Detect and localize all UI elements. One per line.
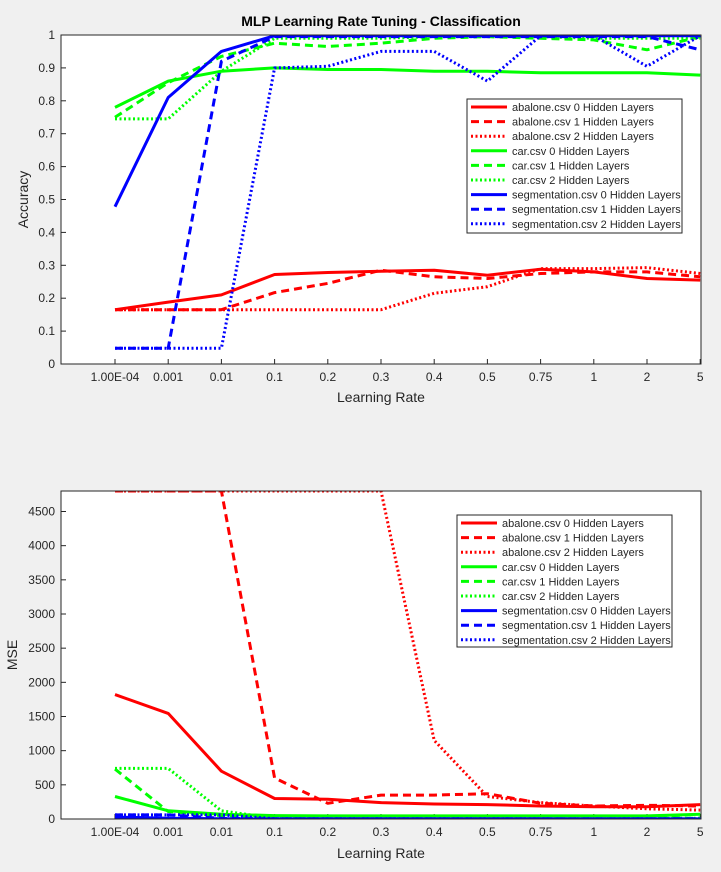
accuracy-xtick-label: 0.75 [529,370,553,384]
mse-xtick-label: 0.1 [266,825,283,839]
mse-legend-label: abalone.csv 0 Hidden Layers [502,518,644,530]
accuracy-legend: abalone.csv 0 Hidden Layers abalone.csv 1… [466,98,683,234]
accuracy-series-layer [113,35,701,350]
mse-legend-label: segmentation.csv 0 Hidden Layers [502,606,671,618]
mse-legend-label: abalone.csv 2 Hidden Layers [502,547,644,559]
accuracy-ytick-label: 0.2 [38,291,55,305]
mse-xlabel: Learning Rate [337,845,425,861]
mse-xtick-label: 5 [697,825,704,839]
accuracy-ytick-label: 0.4 [38,225,55,239]
mse-xtick-label: 0.001 [153,825,183,839]
mse-xtick-label: 1.00E-04 [91,825,140,839]
accuracy-axes-box [60,34,702,365]
accuracy-legend-label: abalone.csv 0 Hidden Layers [512,102,654,114]
accuracy-legend-label: segmentation.csv 0 Hidden Layers [512,190,681,202]
accuracy-legend-label: segmentation.csv 2 Hidden Layers [512,219,681,231]
accuracy-xtick-label: 5 [697,370,704,384]
mse-ytick-label: 4500 [28,505,55,519]
accuracy-ytick-label: 0.7 [38,127,55,141]
accuracy-series-line-1 [115,268,701,312]
mse-legend-label: segmentation.csv 1 Hidden Layers [502,620,671,632]
mse-ylabel: MSE [4,640,20,670]
accuracy-chart: MLP Learning Rate Tuning - Classificatio… [15,13,704,405]
accuracy-xtick-label: 1.00E-04 [91,370,140,384]
accuracy-ytick-label: 0 [48,357,55,371]
accuracy-legend-label: abalone.csv 2 Hidden Layers [512,131,654,143]
accuracy-series-line-2 [115,266,701,312]
mse-ytick-label: 3000 [28,607,55,621]
accuracy-xtick-label: 0.2 [319,370,336,384]
mse-ytick-label: 500 [35,778,55,792]
mse-series-line-1 [115,491,701,808]
accuracy-legend-label: car.csv 1 Hidden Layers [512,160,630,172]
mse-ytick-label: 1500 [28,710,55,724]
mse-legend-label: abalone.csv 1 Hidden Layers [502,533,644,545]
accuracy-chart-title: MLP Learning Rate Tuning - Classificatio… [241,13,521,29]
mse-xtick-label: 0.2 [319,825,336,839]
accuracy-xtick-label: 0.1 [266,370,283,384]
mse-ytick-label: 2500 [28,641,55,655]
accuracy-xtick-label: 2 [644,370,651,384]
mse-ytick-label: 0 [48,812,55,826]
mse-legend-label: car.csv 0 Hidden Layers [502,562,620,574]
mse-xtick-label: 2 [644,825,651,839]
accuracy-ytick-label: 0.5 [38,193,55,207]
mse-xtick-label: 0.01 [210,825,234,839]
accuracy-ytick-label: 0.8 [38,94,55,108]
accuracy-xtick-label: 0.3 [373,370,390,384]
mse-xtick-label: 0.4 [426,825,443,839]
accuracy-series-line-0 [114,267,701,312]
mse-legend: abalone.csv 0 Hidden Layers abalone.csv 1… [456,514,673,648]
accuracy-series-line-7 [115,35,701,350]
mse-xtick-label: 0.3 [373,825,390,839]
mse-legend-label: segmentation.csv 2 Hidden Layers [502,635,671,647]
mse-chart: 0 500 1000 1500 2000 2500 3000 3500 4000 4500 1.0… [4,490,704,861]
accuracy-ytick-label: 0.3 [38,258,55,272]
accuracy-xaxis: 1.00E-04 0.001 0.01 0.1 0.2 0.3 0.4 0.5 0.75 1 2 5 [91,359,704,384]
accuracy-xlabel: Learning Rate [337,389,425,405]
accuracy-legend-label: car.csv 2 Hidden Layers [512,175,630,187]
accuracy-legend-label: abalone.csv 1 Hidden Layers [512,117,654,129]
mse-legend-label: car.csv 1 Hidden Layers [502,576,620,588]
accuracy-ytick-label: 0.1 [38,324,55,338]
accuracy-ytick-label: 0.9 [38,61,55,75]
mse-xtick-label: 0.5 [479,825,496,839]
accuracy-xtick-label: 0.01 [210,370,234,384]
accuracy-legend-label: car.csv 0 Hidden Layers [512,146,630,158]
mse-ytick-label: 2000 [28,675,55,689]
mse-xtick-label: 1 [590,825,597,839]
mse-ytick-label: 4000 [28,539,55,553]
mse-axes-box [60,490,702,820]
accuracy-xtick-label: 0.5 [479,370,496,384]
mse-ytick-label: 3500 [28,573,55,587]
accuracy-legend-label: segmentation.csv 1 Hidden Layers [512,204,681,216]
accuracy-series-line-3 [114,66,701,109]
accuracy-ytick-label: 0.6 [38,160,55,174]
accuracy-xtick-label: 0.4 [426,370,443,384]
accuracy-xtick-label: 1 [590,370,597,384]
mse-legend-label: car.csv 2 Hidden Layers [502,591,620,603]
mse-ytick-label: 1000 [28,744,55,758]
accuracy-series-line-8 [115,35,701,350]
mse-xtick-label: 0.75 [529,825,553,839]
mse-yaxis: 0 500 1000 1500 2000 2500 3000 3500 4000 4500 [28,505,66,826]
accuracy-yaxis: 0 0.1 0.2 0.3 0.4 0.5 0.6 0.7 0.8 0.9 1 [38,28,66,371]
accuracy-ylabel: Accuracy [15,171,31,229]
mse-series-line-3 [114,795,701,818]
accuracy-ytick-label: 1 [48,28,55,42]
accuracy-xtick-label: 0.001 [153,370,183,384]
